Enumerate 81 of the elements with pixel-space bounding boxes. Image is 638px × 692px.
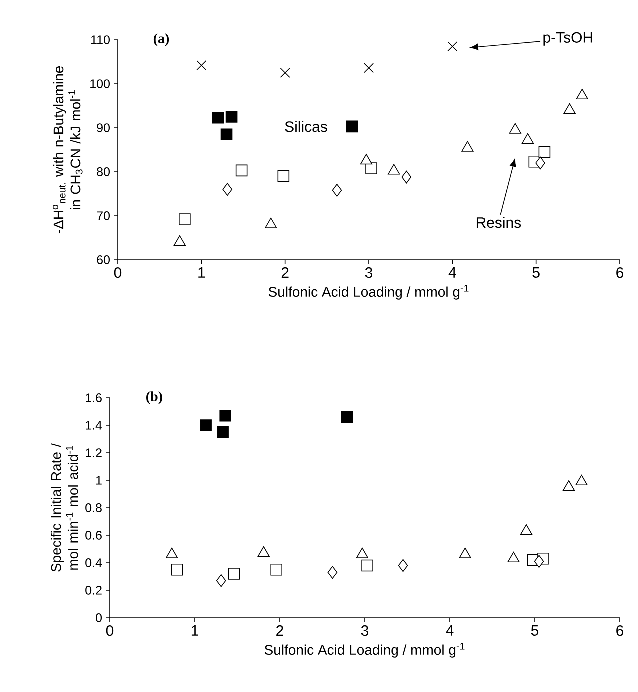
y-tick-label: 0.2 xyxy=(86,586,102,595)
point xyxy=(212,112,224,124)
point xyxy=(226,111,238,123)
point xyxy=(346,120,358,133)
point xyxy=(448,42,458,52)
point xyxy=(362,560,374,572)
point xyxy=(332,184,342,197)
point xyxy=(509,123,522,134)
point xyxy=(228,568,240,580)
x-tick-label: 1 xyxy=(198,268,206,278)
point xyxy=(236,164,248,177)
point xyxy=(270,564,282,576)
x-tick-label: 6 xyxy=(616,268,624,278)
y-tick-label: 90 xyxy=(97,124,110,132)
point xyxy=(564,103,576,114)
point xyxy=(398,559,408,572)
annotation: (a) xyxy=(154,34,170,46)
x-tick-label: 2 xyxy=(276,626,284,636)
annotation: (b) xyxy=(146,392,162,404)
point xyxy=(196,60,207,71)
point xyxy=(258,546,270,558)
x-tick-label: 5 xyxy=(531,626,539,636)
point xyxy=(508,552,520,563)
y-tick-label: 1.4 xyxy=(86,421,102,430)
point xyxy=(520,524,533,536)
annotation: Resins xyxy=(476,217,522,228)
point xyxy=(222,183,233,196)
x-tick-label: 4 xyxy=(448,268,456,278)
point xyxy=(538,146,551,158)
point xyxy=(328,566,338,580)
point xyxy=(576,474,588,486)
x-tick-label: 1 xyxy=(192,626,198,636)
y-tick-label: 60 xyxy=(97,256,110,264)
point xyxy=(360,154,373,165)
y-tick-label: 80 xyxy=(97,168,110,176)
point xyxy=(536,156,546,170)
point xyxy=(179,214,191,226)
point xyxy=(364,63,374,74)
point xyxy=(216,574,226,588)
point xyxy=(166,548,178,558)
y-tick-label: 0.6 xyxy=(86,531,102,540)
y-axis-title: -ΔH$^{o}$$_{neut.}$ with n-Butylamine in CH$_{3}$CN /kJ mol$^{-1}$ xyxy=(53,66,83,234)
annotation: Silicas xyxy=(285,121,328,132)
point xyxy=(280,68,290,78)
y-tick-label: 100 xyxy=(90,80,110,88)
y-tick-label: 1.6 xyxy=(86,394,102,402)
x-tick-label: 2 xyxy=(282,268,289,278)
point xyxy=(174,235,186,246)
point xyxy=(217,426,229,438)
point xyxy=(534,555,544,568)
point xyxy=(356,548,368,558)
point xyxy=(388,164,400,175)
annotation: p-TsOH xyxy=(544,32,592,46)
point xyxy=(402,170,412,184)
x-axis-title: Sulfonic Acid Loading / mmol g$^{-1}$ xyxy=(264,642,465,658)
x-tick-label: 0 xyxy=(114,268,122,278)
point xyxy=(522,133,534,144)
y-tick-label: 0.4 xyxy=(86,558,102,568)
point xyxy=(459,548,472,558)
x-axis-title: Sulfonic Acid Loading / mmol g$^{-1}$ xyxy=(268,284,469,300)
x-tick-label: 3 xyxy=(361,626,369,636)
point xyxy=(366,162,378,174)
y-tick-label: 0.8 xyxy=(86,504,102,512)
point xyxy=(278,170,290,182)
point xyxy=(341,411,354,424)
x-tick-label: 3 xyxy=(365,268,373,278)
point xyxy=(265,218,278,228)
point xyxy=(220,128,233,140)
x-tick-label: 6 xyxy=(616,626,624,636)
point xyxy=(171,564,184,576)
y-tick-label: 0 xyxy=(96,614,102,622)
x-tick-label: 4 xyxy=(446,626,454,636)
point xyxy=(562,480,576,492)
y-tick-label: 1 xyxy=(96,476,102,485)
point xyxy=(220,410,232,422)
x-tick-label: 5 xyxy=(532,268,540,278)
point xyxy=(200,420,212,432)
y-tick-label: 70 xyxy=(97,212,110,220)
y-tick-label: 1.2 xyxy=(86,448,102,458)
y-tick-label: 110 xyxy=(92,36,110,44)
point xyxy=(462,141,474,152)
